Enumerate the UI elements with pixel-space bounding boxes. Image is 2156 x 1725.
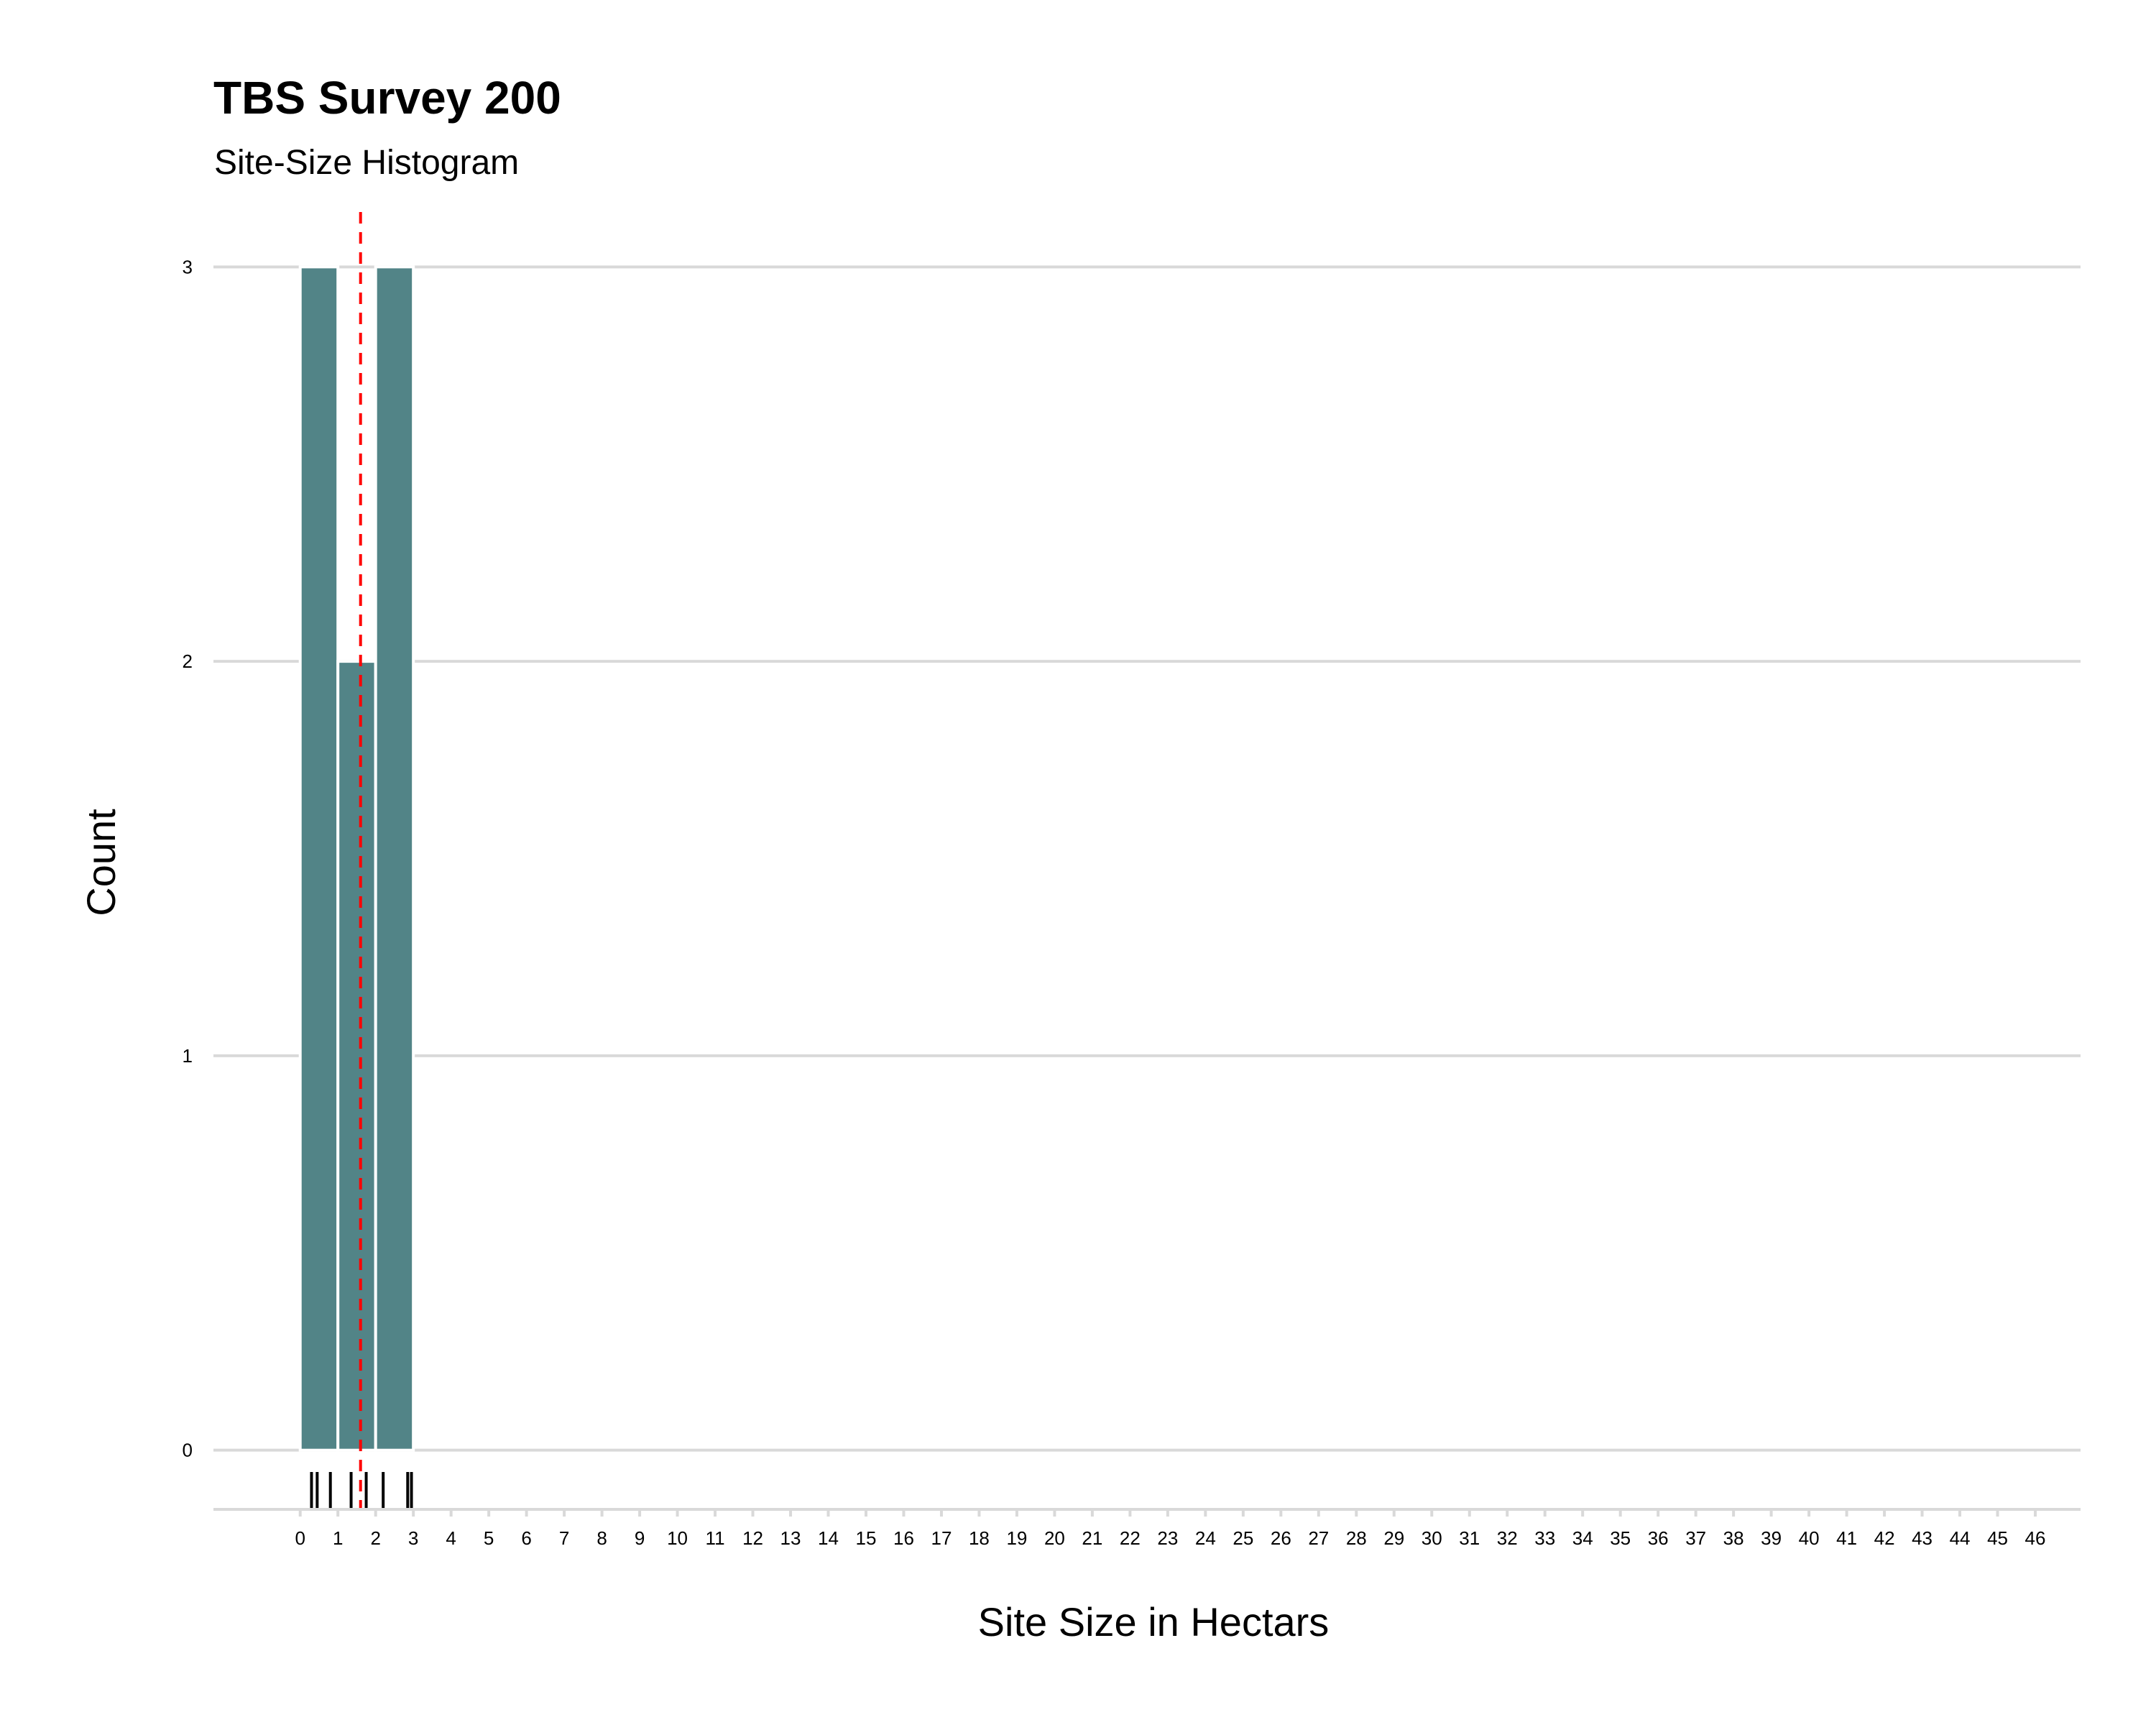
x-tick-label: 24: [1195, 1527, 1216, 1549]
x-tick-label: 6: [521, 1527, 531, 1549]
x-tick-label: 17: [931, 1527, 952, 1549]
x-tick-label: 21: [1082, 1527, 1102, 1549]
y-tick-label: 3: [183, 256, 193, 277]
x-tick-label: 43: [1912, 1527, 1932, 1549]
x-tick-label: 5: [484, 1527, 494, 1549]
chart-title: TBS Survey 200: [213, 72, 561, 124]
x-tick-label: 7: [559, 1527, 569, 1549]
x-tick-label: 22: [1120, 1527, 1141, 1549]
x-tick-label: 12: [742, 1527, 763, 1549]
y-tick-label: 2: [183, 650, 193, 672]
rug-layer: [310, 1472, 413, 1508]
x-tick-label: 28: [1346, 1527, 1367, 1549]
x-tick-label: 33: [1534, 1527, 1555, 1549]
x-tick-label: 45: [1987, 1527, 2008, 1549]
x-tick-label: 0: [295, 1527, 305, 1549]
x-tick-label: 18: [969, 1527, 990, 1549]
x-tick-label: 44: [1950, 1527, 1971, 1549]
chart-subtitle: Site-Size Histogram: [214, 144, 520, 182]
x-tick-label: 10: [667, 1527, 688, 1549]
x-tick-label: 26: [1271, 1527, 1291, 1549]
x-tick-label: 9: [635, 1527, 645, 1549]
x-tick-label: 11: [706, 1527, 725, 1549]
grid-layer: [213, 265, 2081, 1452]
x-tick-label: 23: [1157, 1527, 1178, 1549]
x-axis-title: Site Size in Hectars: [978, 1599, 1330, 1644]
x-tick-label: 14: [818, 1527, 839, 1549]
histogram-bar: [336, 660, 377, 1452]
x-tick-label: 38: [1723, 1527, 1744, 1549]
x-tick-label: 40: [1799, 1527, 1820, 1549]
x-tick-label: 35: [1610, 1527, 1631, 1549]
x-tick-label: 25: [1233, 1527, 1253, 1549]
x-tick-label: 39: [1761, 1527, 1782, 1549]
x-tick-label: 31: [1459, 1527, 1480, 1549]
x-tick-label: 29: [1383, 1527, 1404, 1549]
x-tick-label: 15: [856, 1527, 877, 1549]
x-tick-label: 34: [1572, 1527, 1593, 1549]
x-tick-label: 3: [408, 1527, 418, 1549]
x-tick-label: 16: [893, 1527, 914, 1549]
x-tick-label: 41: [1836, 1527, 1857, 1549]
x-tick-label: 20: [1044, 1527, 1065, 1549]
x-tick-label: 30: [1422, 1527, 1442, 1549]
x-tick-label: 36: [1648, 1527, 1669, 1549]
x-tick-label: 19: [1006, 1527, 1027, 1549]
y-tick-label: 0: [183, 1440, 193, 1461]
x-tick-label: 8: [596, 1527, 607, 1549]
x-tick-label: 2: [370, 1527, 380, 1549]
histogram-bar: [298, 265, 340, 1452]
x-tick-label: 46: [2025, 1527, 2046, 1549]
y-tick-label: 1: [183, 1045, 193, 1067]
y-axis-title: Count: [78, 809, 124, 916]
x-tick-label: 1: [333, 1527, 343, 1549]
x-tick-label: 42: [1874, 1527, 1895, 1549]
histogram-bar: [374, 265, 415, 1452]
x-tick-label: 4: [446, 1527, 456, 1549]
bars-layer: [298, 265, 415, 1452]
x-tick-label: 13: [780, 1527, 801, 1549]
x-tick-label: 27: [1308, 1527, 1329, 1549]
x-tick-label: 32: [1497, 1527, 1518, 1549]
x-tick-label: 37: [1685, 1527, 1706, 1549]
